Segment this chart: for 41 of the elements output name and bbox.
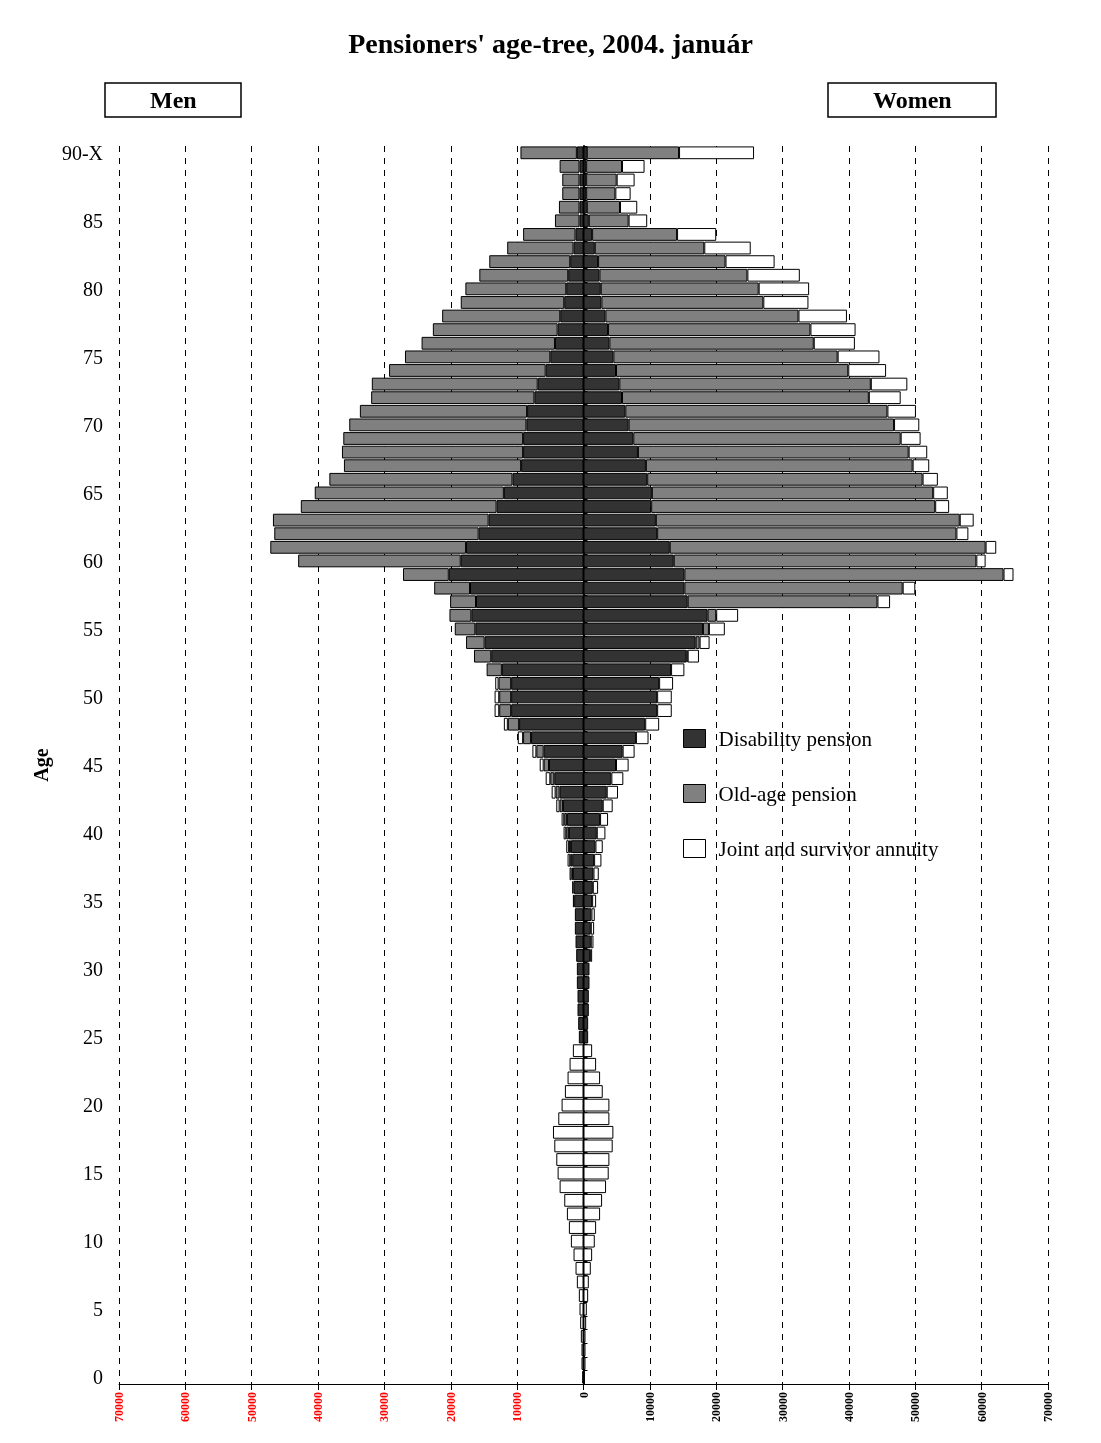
y-tick-label: 20 (83, 1094, 103, 1117)
y-tick-label: 45 (83, 754, 103, 776)
x-tick-label: 40000 (841, 1392, 856, 1422)
y-tick-label: 30 (83, 958, 103, 981)
y-tick-label: 75 (83, 345, 103, 368)
x-tick-label: 70000 (1041, 1392, 1055, 1422)
y-tick-label: 35 (83, 890, 103, 913)
text: Men (150, 87, 197, 113)
y-tick-label: 10 (83, 1230, 103, 1253)
y-tick-label: 50 (83, 685, 103, 708)
y-tick-label: 0 (93, 1366, 103, 1389)
y-tick-label: 55 (83, 617, 103, 640)
y-tick-label: 90-X (61, 141, 104, 164)
y-tick-label: 25 (83, 1026, 103, 1049)
chart-title: Pensioners' age-tree, 2004. január (348, 27, 753, 59)
x-tick-label: 30000 (775, 1392, 790, 1422)
y-tick-label: 5 (93, 1298, 103, 1321)
x-tick-label: 20000 (443, 1392, 458, 1422)
x-tick-label: 40000 (311, 1392, 326, 1422)
x-tick-label: 10000 (642, 1392, 657, 1422)
x-tick-label: 10000 (510, 1392, 525, 1422)
y-tick-label: 70 (83, 413, 103, 436)
x-tick-label: 70000 (112, 1392, 126, 1422)
y-axis-title: Age (30, 748, 53, 782)
legend-label: Disability pension (718, 726, 873, 751)
x-tick-label: 50000 (244, 1392, 259, 1422)
legend-label: Joint and survivor annuity (718, 836, 939, 861)
y-tick-label: 15 (83, 1162, 103, 1185)
x-tick-label: 60000 (178, 1392, 193, 1422)
x-tick-label: 20000 (709, 1392, 724, 1422)
text: Women (873, 87, 952, 113)
x-tick-label: 0 (576, 1392, 591, 1398)
x-tick-label: 60000 (974, 1392, 989, 1422)
y-tick-label: 65 (83, 481, 103, 504)
y-tick-label: 80 (83, 277, 103, 300)
y-tick-label: 85 (83, 209, 103, 232)
x-tick-label: 50000 (908, 1392, 923, 1422)
y-tick-label: 40 (83, 822, 103, 845)
legend-label: Old-age pension (718, 781, 858, 806)
y-tick-label: 60 (83, 549, 103, 572)
x-tick-label: 30000 (377, 1392, 392, 1422)
